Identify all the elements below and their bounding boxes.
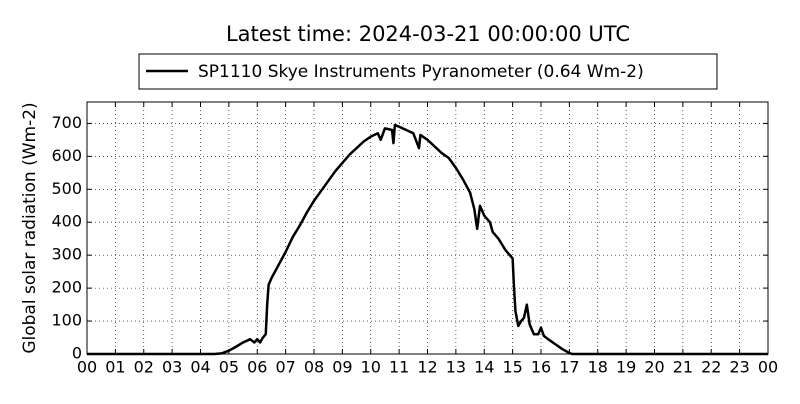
legend-box [138, 53, 718, 90]
x-tick-label: 00 [758, 358, 778, 377]
data-line [87, 123, 768, 356]
x-tick-label: 20 [644, 358, 664, 377]
y-tick-label: 300 [51, 245, 82, 264]
x-tick-label: 19 [616, 358, 636, 377]
x-tick-label: 06 [247, 358, 267, 377]
x-tick-label: 01 [105, 358, 125, 377]
x-tick-label: 00 [77, 358, 97, 377]
x-tick-label: 21 [673, 358, 693, 377]
x-tick-label: 09 [332, 358, 352, 377]
chart-title: Latest time: 2024-03-21 00:00:00 UTC [226, 22, 630, 46]
x-tick-label: 08 [304, 358, 324, 377]
y-tick-label: 100 [51, 311, 82, 330]
x-tick-label: 22 [701, 358, 721, 377]
x-tick-label: 05 [219, 358, 239, 377]
x-tick-label: 17 [559, 358, 579, 377]
y-tick-label: 200 [51, 278, 82, 297]
y-tick-label: 700 [51, 113, 82, 132]
x-tick-label: 12 [417, 358, 437, 377]
x-tick-label: 23 [729, 358, 749, 377]
y-axis-label: Global solar radiation (Wm-2) [20, 102, 40, 353]
x-tick-label: 10 [361, 358, 381, 377]
x-tick-label: 02 [134, 358, 154, 377]
y-tick-label: 0 [72, 344, 82, 363]
x-tick-label: 04 [190, 358, 210, 377]
x-tick-label: 13 [446, 358, 466, 377]
x-tick-label: 18 [588, 358, 608, 377]
y-tick-label: 600 [51, 146, 82, 165]
x-tick-label: 16 [531, 358, 551, 377]
x-tick-label: 03 [162, 358, 182, 377]
x-tick-label: 11 [389, 358, 409, 377]
plot-frame [86, 101, 769, 355]
x-tick-label: 15 [502, 358, 522, 377]
legend-label: SP1110 Skye Instruments Pyranometer (0.6… [198, 62, 644, 82]
y-tick-label: 400 [51, 212, 82, 231]
x-tick-label: 14 [474, 358, 494, 377]
x-tick-label: 07 [275, 358, 295, 377]
legend: SP1110 Skye Instruments Pyranometer (0.6… [138, 53, 718, 90]
y-tick-label: 500 [51, 179, 82, 198]
